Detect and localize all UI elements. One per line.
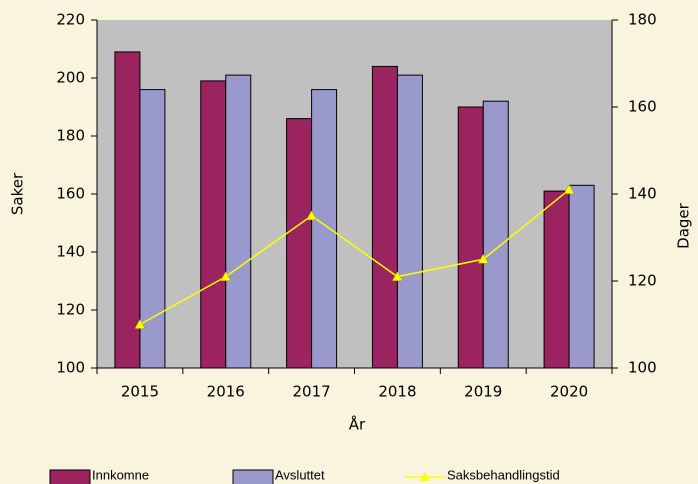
marker <box>220 271 232 281</box>
plot-area <box>97 20 612 368</box>
x-tick-label: 2020 <box>550 383 588 401</box>
marker <box>563 184 575 194</box>
marker <box>477 253 489 264</box>
bar <box>311 89 338 369</box>
legend-label: Avsluttet <box>275 467 325 482</box>
y-tick-label: 120 <box>56 301 85 319</box>
y2-tick-label: 180 <box>628 11 657 29</box>
marker <box>391 271 403 281</box>
y2-tick-label: 120 <box>628 272 657 290</box>
y-tick-label: 200 <box>56 69 85 87</box>
legend-label: Innkomne <box>92 467 149 482</box>
line <box>139 189 570 326</box>
marker <box>306 210 318 220</box>
x-tick-label: 2016 <box>207 383 245 401</box>
x-tick-label: 2018 <box>378 383 416 401</box>
legend-label: Saksbehandlingstid <box>447 467 560 482</box>
bar <box>114 51 141 369</box>
marker <box>134 318 146 329</box>
bar <box>482 100 509 369</box>
x-axis-label: År <box>349 415 366 434</box>
x-tick-label: 2015 <box>121 383 159 401</box>
y-tick-label: 180 <box>56 127 85 145</box>
y-axis-label: Saker <box>9 172 27 215</box>
x-tick-label: 2019 <box>464 383 502 401</box>
bar <box>200 80 227 369</box>
y2-tick-label: 140 <box>628 185 657 203</box>
bar <box>568 184 595 369</box>
y-tick-label: 220 <box>56 11 85 29</box>
y2-tick-label: 160 <box>628 98 657 116</box>
legend-swatch <box>232 469 274 484</box>
bar <box>286 118 313 369</box>
x-tick-label: 2017 <box>292 383 330 401</box>
bar <box>225 74 252 369</box>
legend-swatch <box>49 469 91 484</box>
legend-marker <box>420 472 430 481</box>
y-tick-label: 140 <box>56 243 85 261</box>
bar <box>371 65 398 369</box>
bar <box>543 190 570 369</box>
y2-tick-label: 100 <box>628 359 657 377</box>
y-tick-label: 100 <box>56 359 85 377</box>
y-tick-label: 160 <box>56 185 85 203</box>
bar <box>396 74 423 369</box>
bar <box>457 106 484 369</box>
y2-axis-label: Dager <box>675 202 693 248</box>
